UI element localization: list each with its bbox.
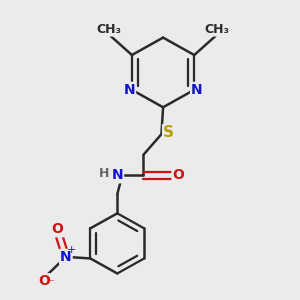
Text: CH₃: CH₃ (97, 22, 122, 36)
Text: +: + (67, 245, 76, 255)
Text: ⁻: ⁻ (47, 277, 54, 290)
Text: CH₃: CH₃ (205, 22, 230, 36)
Text: O: O (52, 222, 64, 236)
Text: N: N (112, 168, 123, 182)
Text: N: N (124, 83, 135, 97)
Text: O: O (38, 274, 50, 288)
Text: O: O (172, 168, 184, 182)
Text: H: H (99, 167, 110, 180)
Text: N: N (60, 250, 72, 264)
Text: N: N (191, 83, 203, 97)
Text: S: S (163, 125, 174, 140)
